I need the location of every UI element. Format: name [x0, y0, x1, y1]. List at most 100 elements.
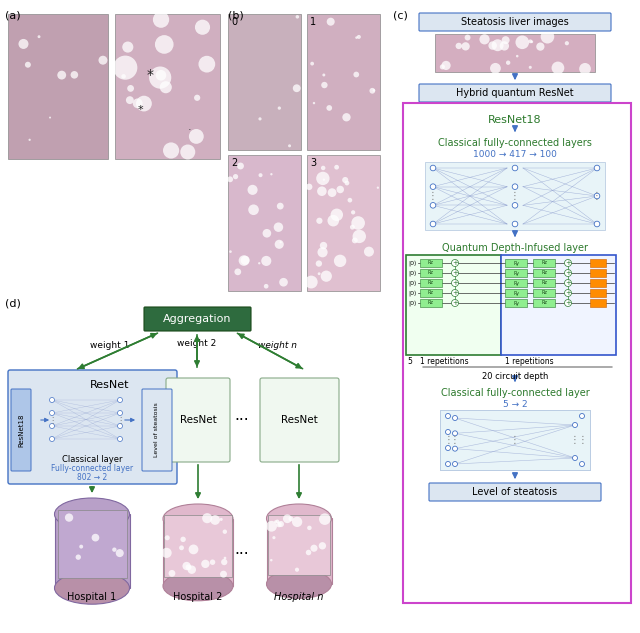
Bar [590, 279, 606, 287]
Bar [420, 269, 442, 277]
Text: +: + [452, 280, 458, 286]
Text: Rz: Rz [541, 261, 547, 265]
Bar [440, 410, 590, 470]
Text: 5: 5 [407, 357, 412, 366]
Circle shape [594, 193, 600, 199]
Circle shape [283, 515, 292, 523]
Ellipse shape [266, 504, 332, 533]
Circle shape [515, 35, 529, 49]
Text: +: + [452, 270, 458, 276]
Circle shape [541, 30, 554, 44]
Circle shape [289, 517, 294, 521]
Circle shape [579, 413, 584, 418]
Circle shape [296, 15, 299, 18]
Circle shape [310, 544, 317, 552]
Text: ···: ··· [235, 413, 250, 427]
Circle shape [342, 113, 351, 122]
Text: ⋮: ⋮ [570, 435, 580, 445]
Text: Rz: Rz [428, 261, 434, 265]
Circle shape [195, 20, 210, 35]
Text: (a): (a) [5, 10, 20, 20]
Text: ⋮: ⋮ [510, 435, 520, 445]
Bar [307, 155, 380, 291]
Circle shape [280, 241, 282, 243]
Bar [420, 289, 442, 297]
Circle shape [529, 39, 532, 43]
FancyBboxPatch shape [8, 370, 177, 484]
Text: weight n: weight n [259, 341, 298, 349]
Text: +: + [452, 290, 458, 296]
Circle shape [79, 544, 83, 549]
Text: ⋮: ⋮ [443, 435, 453, 445]
Text: (d): (d) [5, 298, 21, 308]
Circle shape [153, 11, 169, 28]
Text: (c): (c) [393, 10, 408, 20]
Circle shape [330, 209, 343, 221]
Circle shape [277, 203, 284, 210]
Circle shape [531, 41, 533, 43]
Bar [533, 299, 555, 307]
Circle shape [516, 55, 518, 58]
Bar [420, 279, 442, 287]
Circle shape [310, 62, 314, 65]
Text: 2: 2 [231, 158, 237, 168]
Text: ResNet: ResNet [90, 380, 130, 390]
Text: ···: ··· [235, 548, 250, 563]
Circle shape [122, 74, 126, 78]
Circle shape [220, 518, 223, 521]
Circle shape [180, 144, 195, 160]
Circle shape [278, 106, 281, 110]
Bar [266, 518, 332, 584]
Circle shape [276, 522, 282, 527]
Bar [435, 34, 595, 72]
Circle shape [352, 237, 358, 243]
Circle shape [452, 431, 458, 436]
Text: Quantum Depth-Infused layer: Quantum Depth-Infused layer [442, 243, 588, 253]
Circle shape [49, 398, 54, 403]
Circle shape [316, 260, 322, 266]
Circle shape [234, 268, 241, 275]
Circle shape [490, 63, 501, 73]
Circle shape [161, 548, 172, 558]
Circle shape [164, 536, 170, 541]
Circle shape [180, 537, 186, 542]
Text: ⋮: ⋮ [428, 191, 438, 201]
Circle shape [168, 570, 175, 577]
Text: Hospital 1: Hospital 1 [67, 592, 116, 602]
Text: Steatosis liver images: Steatosis liver images [461, 17, 569, 27]
Circle shape [512, 184, 518, 189]
Bar [505, 299, 527, 307]
Circle shape [461, 42, 470, 51]
Circle shape [210, 560, 215, 565]
Text: Ry: Ry [513, 270, 519, 275]
Text: 5 → 2: 5 → 2 [502, 400, 527, 409]
Text: Fully-connected layer: Fully-connected layer [51, 464, 133, 473]
Circle shape [227, 177, 233, 182]
Circle shape [564, 289, 572, 296]
Text: ·: · [188, 125, 192, 135]
Circle shape [270, 173, 273, 175]
Bar [403, 103, 631, 603]
Circle shape [258, 262, 260, 265]
Bar [164, 515, 232, 577]
Text: ResNet18: ResNet18 [488, 115, 542, 125]
Circle shape [220, 571, 227, 578]
Text: Ry: Ry [513, 280, 519, 285]
Bar [406, 255, 501, 355]
Circle shape [29, 139, 31, 141]
Circle shape [25, 62, 31, 68]
Circle shape [317, 187, 326, 196]
FancyBboxPatch shape [142, 389, 172, 471]
Circle shape [223, 556, 227, 560]
Text: Rz: Rz [428, 291, 434, 296]
Circle shape [564, 41, 569, 46]
Circle shape [351, 216, 365, 230]
Bar [228, 155, 301, 291]
Circle shape [58, 71, 66, 80]
Circle shape [266, 521, 277, 532]
Circle shape [118, 398, 122, 403]
Circle shape [292, 517, 302, 527]
Bar [115, 14, 220, 159]
Circle shape [295, 568, 299, 572]
Text: |0⟩: |0⟩ [408, 280, 417, 286]
